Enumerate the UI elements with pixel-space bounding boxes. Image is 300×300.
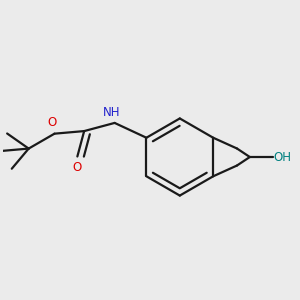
Text: O: O (48, 116, 57, 129)
Text: O: O (73, 161, 82, 174)
Text: OH: OH (274, 151, 292, 164)
Text: NH: NH (103, 106, 121, 119)
